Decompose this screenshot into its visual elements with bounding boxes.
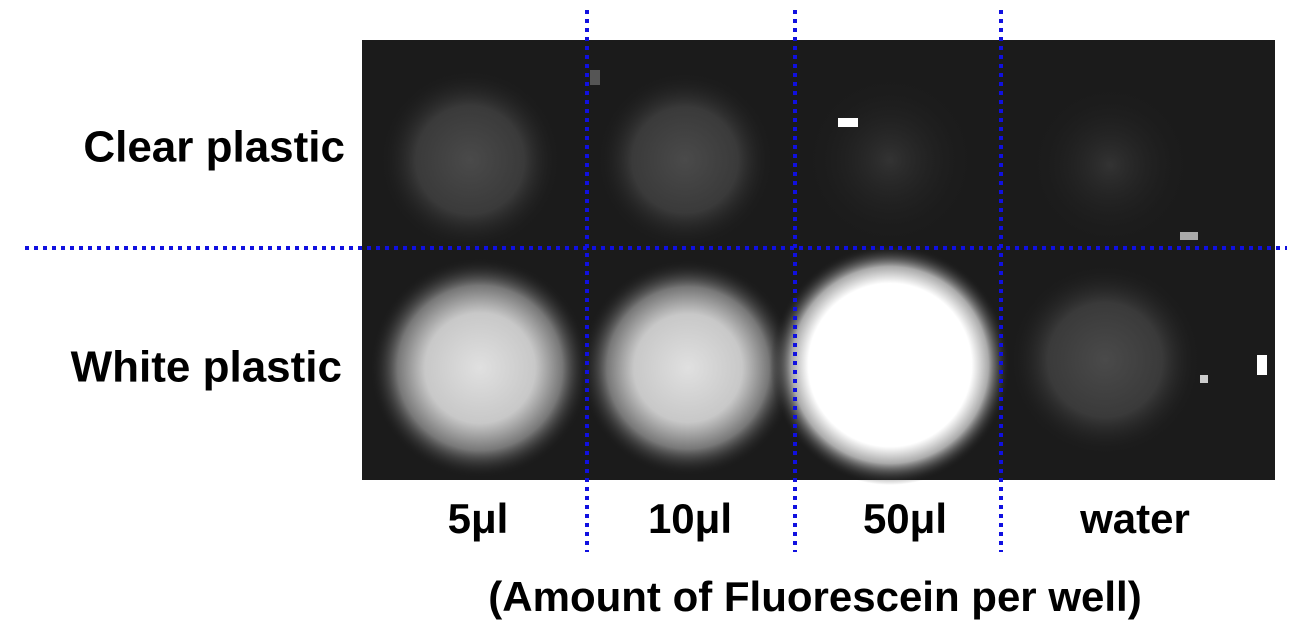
row-label: White plastic [71, 343, 342, 392]
column-label: water [1079, 495, 1190, 542]
caption: (Amount of Fluorescein per well) [488, 573, 1141, 620]
fluorescence-image [362, 40, 1275, 485]
row-label: Clear plastic [83, 123, 345, 172]
grid-dividers [25, 10, 1287, 552]
column-label: 10μl [648, 495, 732, 542]
column-label: 50μl [863, 495, 947, 542]
column-label: 5μl [448, 495, 509, 542]
